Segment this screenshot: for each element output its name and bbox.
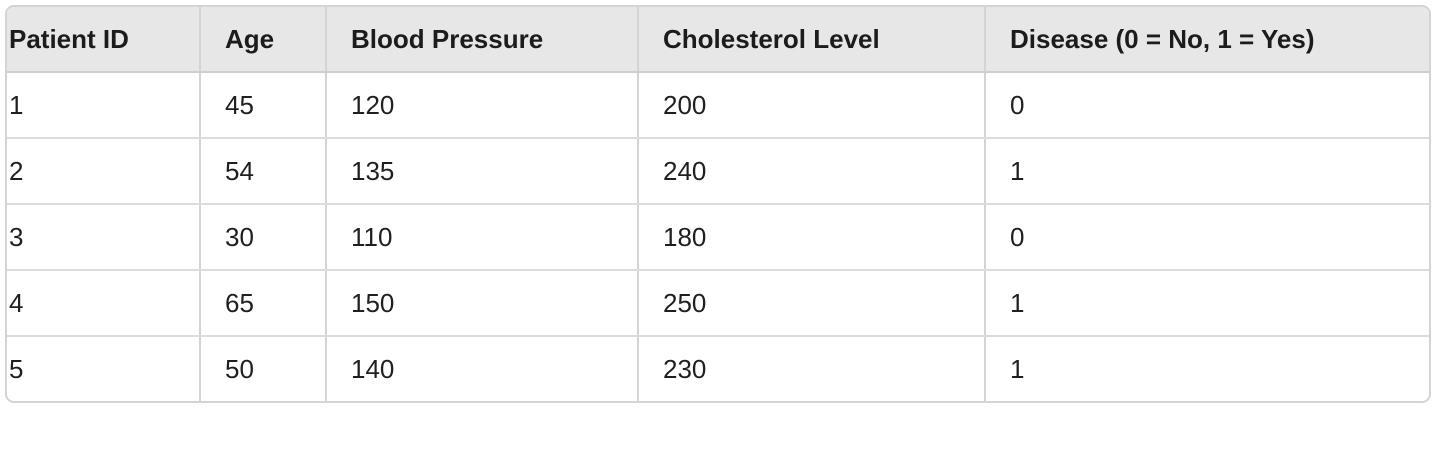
cell-blood-pressure: 135 xyxy=(326,138,639,205)
cell-patient-id: 3 xyxy=(7,204,201,271)
cell-age: 54 xyxy=(200,138,327,205)
cell-patient-id: 4 xyxy=(7,270,201,337)
table-row: 5 50 140 230 1 xyxy=(7,336,1429,401)
header-row: Patient ID Age Blood Pressure Cholestero… xyxy=(7,7,1429,73)
cell-disease: 1 xyxy=(985,138,1429,205)
cell-patient-id: 5 xyxy=(7,336,201,401)
cell-patient-id: 2 xyxy=(7,138,201,205)
cell-blood-pressure: 150 xyxy=(326,270,639,337)
table-header: Patient ID Age Blood Pressure Cholestero… xyxy=(7,7,1429,73)
cell-disease: 1 xyxy=(1010,353,1025,384)
table-row: 1 45 120 200 0 xyxy=(7,72,1429,139)
header-blood-pressure: Blood Pressure xyxy=(326,7,639,73)
table-body: 1 45 120 200 0 2 54 135 240 1 3 30 110 1… xyxy=(7,72,1429,401)
cell-age: 65 xyxy=(200,270,327,337)
cell-cholesterol-level: 180 xyxy=(638,204,986,271)
table-row: 4 65 150 250 1 xyxy=(7,270,1429,337)
cell-blood-pressure: 120 xyxy=(326,72,639,139)
header-patient-id: Patient ID xyxy=(7,7,201,73)
header-disease: Disease (0 = No, 1 = Yes) xyxy=(985,7,1429,73)
cell-age: 50 xyxy=(200,336,327,401)
table-row: 2 54 135 240 1 xyxy=(7,138,1429,205)
cell-cholesterol-level: 250 xyxy=(638,270,986,337)
cell-blood-pressure: 110 xyxy=(326,204,639,271)
cell-disease: 0 xyxy=(985,72,1429,139)
cell-patient-id: 1 xyxy=(7,72,201,139)
cell-cholesterol-level: 200 xyxy=(638,72,986,139)
cell-cholesterol-level: 240 xyxy=(638,138,986,205)
data-table: Patient ID Age Blood Pressure Cholestero… xyxy=(7,7,1429,401)
table-row: 3 30 110 180 0 xyxy=(7,204,1429,271)
header-age: Age xyxy=(200,7,327,73)
cell-cholesterol-level: 230 xyxy=(638,336,986,401)
patient-data-table: Patient ID Age Blood Pressure Cholestero… xyxy=(5,5,1431,403)
header-cholesterol-level: Cholesterol Level xyxy=(638,7,986,73)
cell-blood-pressure: 140 xyxy=(326,336,639,401)
cell-age: 45 xyxy=(200,72,327,139)
cell-disease: 1 xyxy=(985,270,1429,337)
cell-age: 30 xyxy=(200,204,327,271)
cell-disease: 0 xyxy=(985,204,1429,271)
